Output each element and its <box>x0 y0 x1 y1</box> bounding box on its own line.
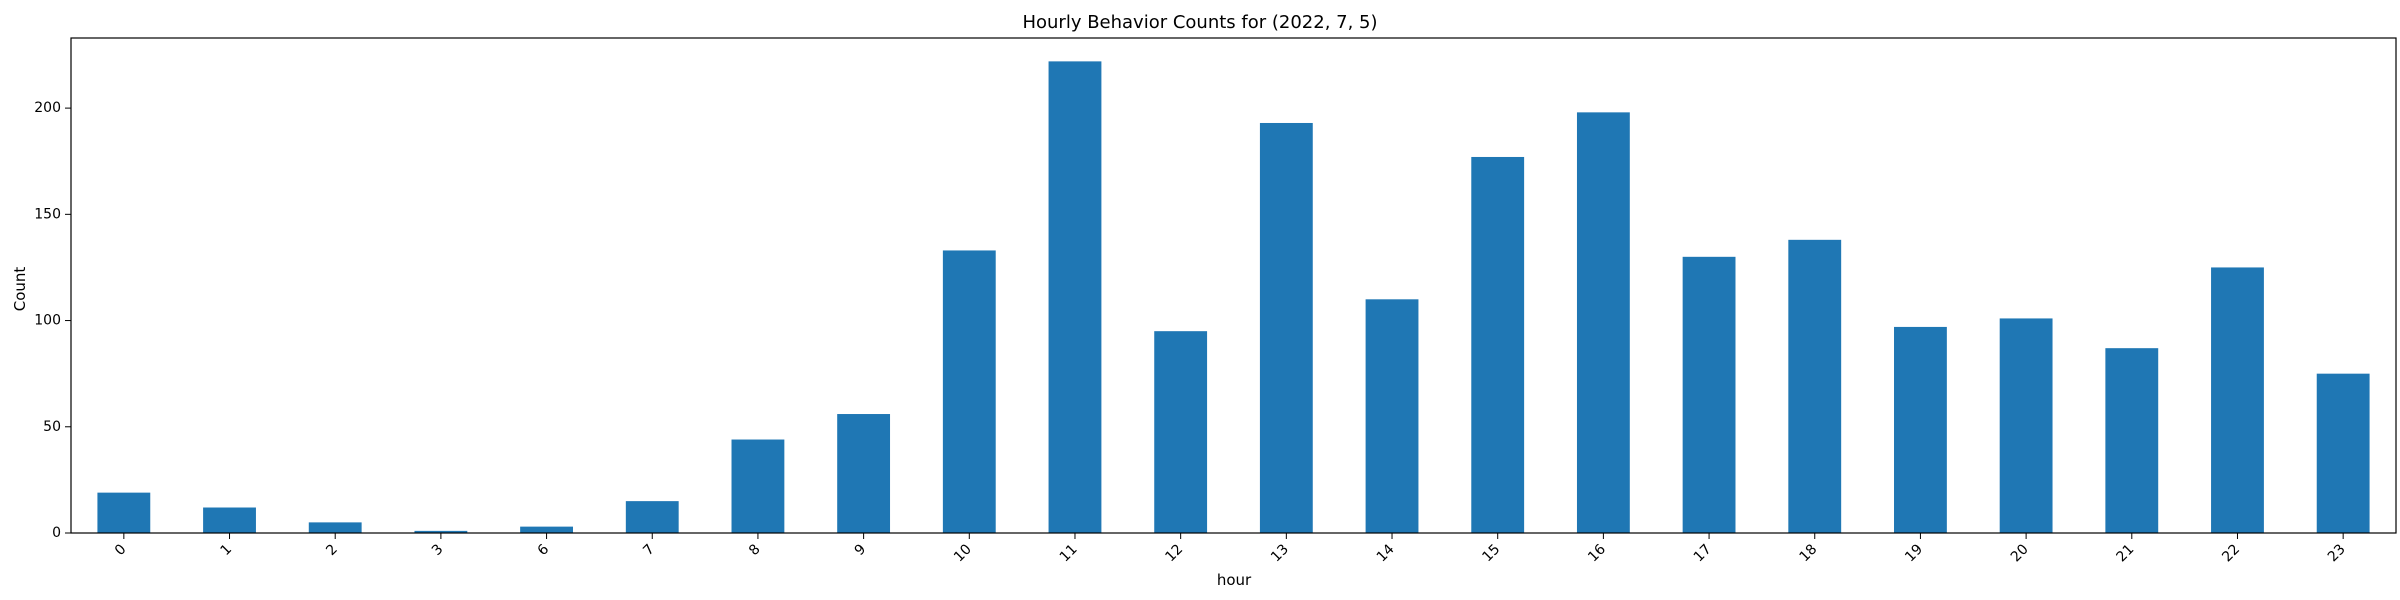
bar-12 <box>1154 331 1208 533</box>
bar-9 <box>837 414 891 533</box>
x-tick-label-17: 17 <box>1691 541 1715 565</box>
x-tick-label-18: 18 <box>1796 541 1820 565</box>
x-tick-label-0: 0 <box>112 541 130 559</box>
plot-area: 0 1 2 3 6 7 8 9 10 11 12 13 14 15 16 17 18 19 20 21 22 230501… <box>34 37 2397 565</box>
bar-11 <box>1048 61 1102 533</box>
bar-13 <box>1259 122 1313 533</box>
x-tick-label-19: 19 <box>1902 541 1926 565</box>
bar-23 <box>2316 373 2370 533</box>
x-tick-label-6: 6 <box>535 541 553 559</box>
bar-18 <box>1788 239 1842 533</box>
x-tick-label-15: 15 <box>1479 541 1503 565</box>
y-axis-label: Count <box>11 267 29 312</box>
x-axis-label: hour <box>1217 571 1252 589</box>
x-tick-label-13: 13 <box>1268 541 1292 565</box>
x-tick-label-12: 12 <box>1162 541 1186 565</box>
bar-16 <box>1576 112 1630 533</box>
x-tick-label-23: 23 <box>2325 541 2349 565</box>
x-tick-label-11: 11 <box>1057 541 1081 565</box>
x-tick-label-16: 16 <box>1585 541 1609 565</box>
x-tick-label-14: 14 <box>1374 541 1398 565</box>
bar-3 <box>414 530 468 533</box>
x-tick-label-20: 20 <box>2008 541 2032 565</box>
x-tick-label-8: 8 <box>746 541 764 559</box>
bar-8 <box>731 439 785 533</box>
y-tick-label-100: 100 <box>34 313 61 329</box>
bar-14 <box>1365 299 1419 533</box>
y-tick-label-200: 200 <box>34 100 61 116</box>
y-tick-label-50: 50 <box>43 419 61 435</box>
bar-1 <box>203 507 256 533</box>
plot-frame <box>70 37 2397 534</box>
x-tick-label-10: 10 <box>951 541 975 565</box>
x-tick-label-3: 3 <box>429 541 447 559</box>
y-tick-label-150: 150 <box>34 206 61 222</box>
bar-2 <box>308 522 362 533</box>
x-tick-label-7: 7 <box>640 541 658 559</box>
x-tick-label-21: 21 <box>2114 541 2138 565</box>
bar-15 <box>1471 156 1525 533</box>
bar-7 <box>625 501 679 533</box>
bar-6 <box>520 526 573 533</box>
x-tick-label-2: 2 <box>323 541 341 559</box>
bar-19 <box>1894 326 1947 533</box>
bar-22 <box>2211 267 2264 533</box>
bar-20 <box>1999 318 2053 533</box>
bar-17 <box>1682 256 1736 533</box>
chart-title: Hourly Behavior Counts for (2022, 7, 5) <box>1022 12 1377 33</box>
y-tick-label-0: 0 <box>52 525 61 541</box>
x-tick-label-1: 1 <box>218 541 236 559</box>
bar-21 <box>2105 348 2159 533</box>
x-tick-label-22: 22 <box>2219 541 2243 565</box>
bar-10 <box>942 250 996 533</box>
bar-0 <box>97 492 151 533</box>
x-tick-label-9: 9 <box>852 541 870 559</box>
